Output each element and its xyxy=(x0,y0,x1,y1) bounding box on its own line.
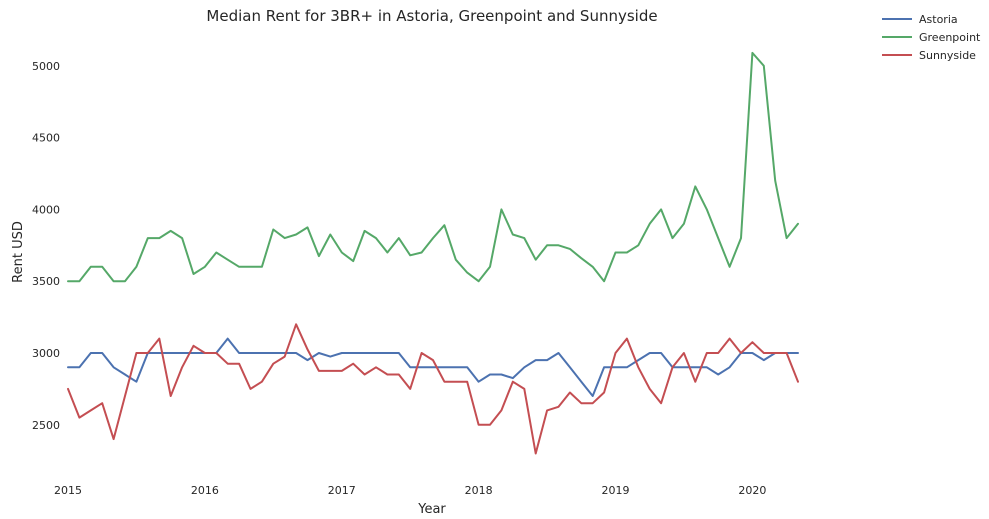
x-axis-ticks: 2015 2016 2017 2018 2019 2020 xyxy=(54,484,766,497)
legend-label-greenpoint: Greenpoint xyxy=(919,31,981,44)
legend-label-sunnyside: Sunnyside xyxy=(919,49,976,62)
y-tick-label: 3500 xyxy=(32,275,60,288)
series-line-greenpoint xyxy=(67,51,799,283)
x-tick-label: 2020 xyxy=(738,484,766,497)
x-tick-label: 2015 xyxy=(54,484,82,497)
chart-title: Median Rent for 3BR+ in Astoria, Greenpo… xyxy=(206,7,657,25)
x-axis-label: Year xyxy=(417,502,446,517)
y-tick-label: 4500 xyxy=(32,132,60,145)
y-tick-label: 2500 xyxy=(32,419,60,432)
legend-label-astoria: Astoria xyxy=(919,13,958,26)
legend: Astoria Greenpoint Sunnyside xyxy=(882,13,981,62)
x-tick-label: 2019 xyxy=(602,484,630,497)
y-tick-label: 4000 xyxy=(32,203,60,216)
series-layer xyxy=(67,51,799,455)
series-line-astoria xyxy=(67,337,799,397)
series-line-sunnyside xyxy=(67,323,799,455)
y-tick-label: 3000 xyxy=(32,347,60,360)
x-tick-label: 2017 xyxy=(328,484,356,497)
x-tick-label: 2016 xyxy=(191,484,219,497)
y-axis-ticks: 2500 3000 3500 4000 4500 5000 xyxy=(32,60,60,432)
x-tick-label: 2018 xyxy=(465,484,493,497)
y-axis-label: Rent USD xyxy=(11,221,26,283)
y-tick-label: 5000 xyxy=(32,60,60,73)
